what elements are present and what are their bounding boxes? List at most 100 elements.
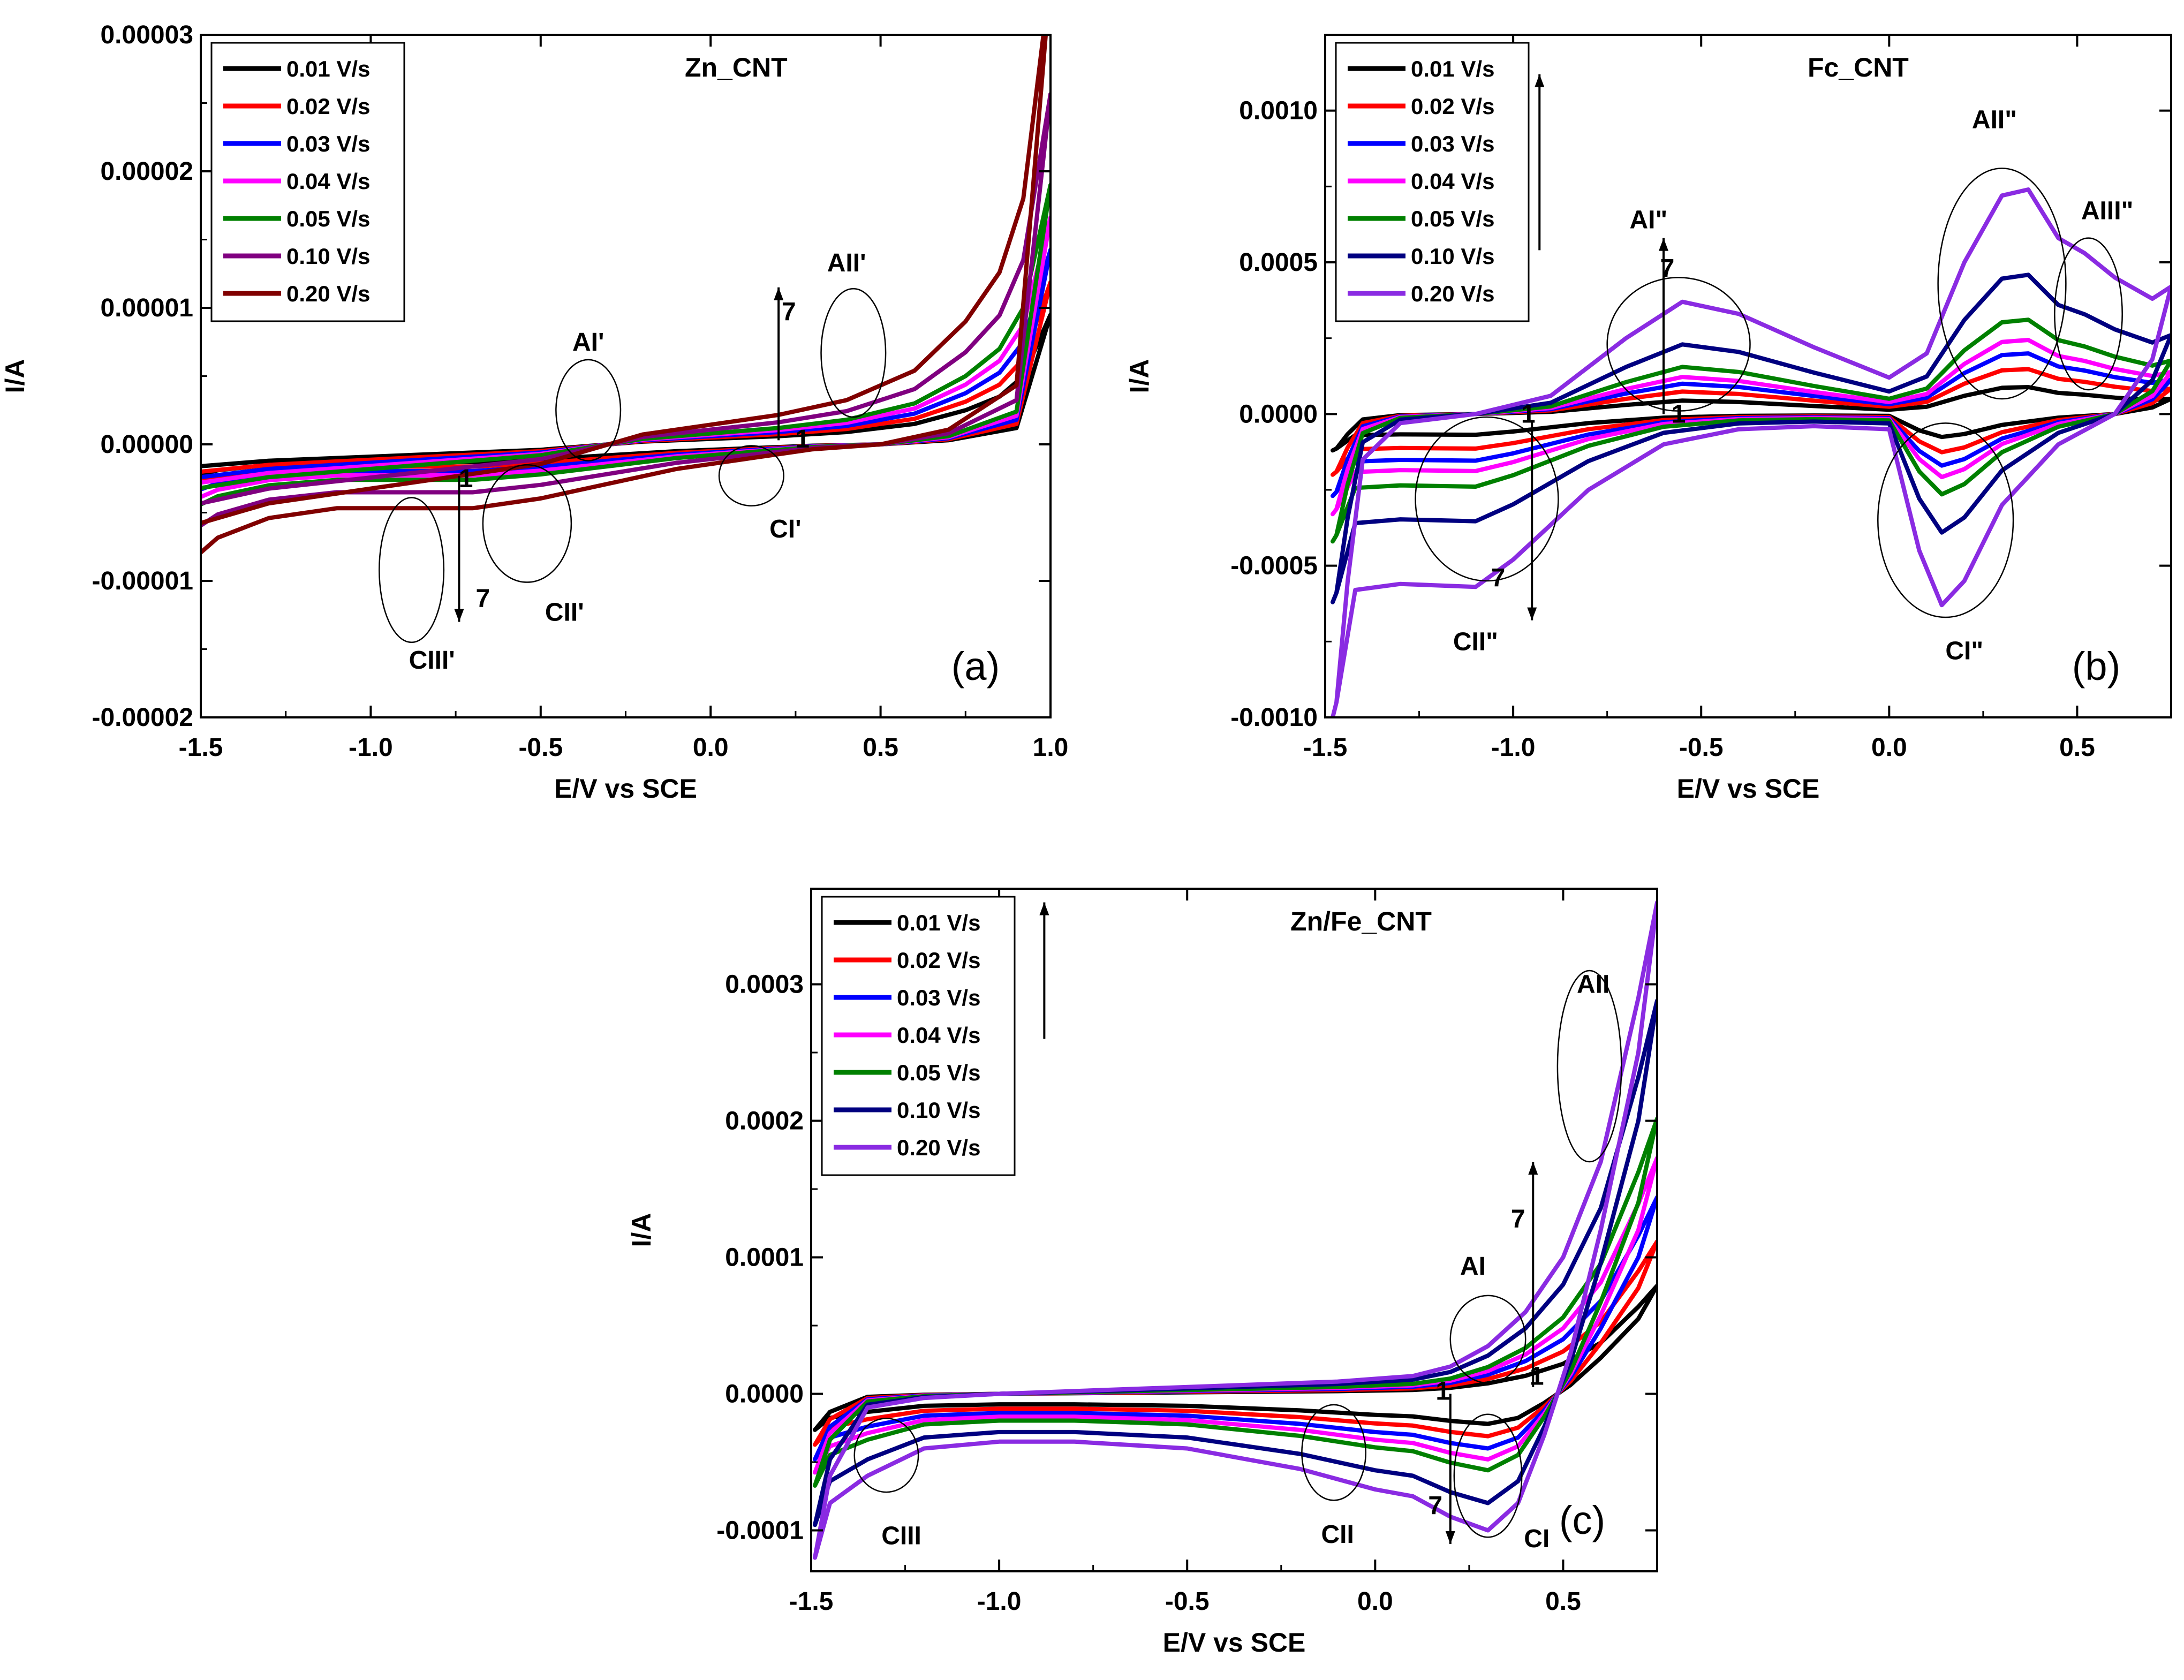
peak-ellipse xyxy=(1449,1295,1526,1384)
x-axis-title: E/V vs SCE xyxy=(1163,1628,1306,1658)
legend-label: 0.20 V/s xyxy=(897,1135,980,1160)
y-tick-label: -0.00002 xyxy=(92,703,194,732)
y-axis-title: I/A xyxy=(0,359,30,393)
legend-label: 0.05 V/s xyxy=(286,206,370,231)
peak-annotation: CII" xyxy=(1453,627,1498,656)
peak-ellipse xyxy=(482,464,572,583)
peak-ellipse xyxy=(1937,168,2067,400)
series-line-001 xyxy=(201,312,1051,477)
legend-label: 0.10 V/s xyxy=(897,1098,980,1123)
y-tick-label: 0.0001 xyxy=(725,1244,804,1272)
x-tick-label: 0.0 xyxy=(693,733,729,762)
legend: 0.01 V/s 0.02 V/s 0.03 V/s 0.04 V/s 0.05 V/s… xyxy=(210,42,405,322)
y-tick-label: -0.0005 xyxy=(1230,552,1318,580)
panel-a-chart: -1.5 -1.0 -0.5 0.0 0.5 1.0 -0.00002 -0.00001 0.0… xyxy=(0,21,1069,804)
x-tick-label: -1.5 xyxy=(789,1587,834,1616)
legend: 0.01 V/s 0.02 V/s 0.03 V/s 0.04 V/s 0.05 V/s… xyxy=(1335,42,1530,322)
peak-annotation: CI xyxy=(1524,1525,1550,1553)
peak-ellipse xyxy=(718,445,784,507)
panel-c-chart: -1.5 -1.0 -0.5 0.0 0.5 -0.0001 0.0000 0.0001 0.0… xyxy=(626,888,1658,1658)
y-tick-label: 0.0003 xyxy=(725,971,804,999)
y-tick-label: 0.0010 xyxy=(1239,97,1318,125)
series-line-001 xyxy=(1331,385,2171,453)
legend-label: 0.20 V/s xyxy=(1411,281,1494,306)
peak-annotation: 1 xyxy=(1435,1377,1450,1405)
peak-annotation: AII" xyxy=(1972,106,2017,134)
peak-annotation: CI" xyxy=(1945,637,1983,665)
plot-frame xyxy=(810,888,1658,1572)
x-tick-label: -0.5 xyxy=(1165,1587,1210,1616)
peak-annotation: 1 xyxy=(1672,400,1686,428)
series-line-010 xyxy=(201,92,1051,528)
series-line-020 xyxy=(1331,187,2171,717)
series-group xyxy=(201,35,1051,555)
legend-label: 0.20 V/s xyxy=(286,281,370,306)
x-tick-label: 0.5 xyxy=(1545,1587,1581,1616)
peak-annotation: AIII" xyxy=(2081,197,2133,225)
peak-annotation: 7 xyxy=(782,298,796,327)
x-tick-label: -1.5 xyxy=(1303,733,1348,762)
legend-label: 0.10 V/s xyxy=(1411,244,1494,269)
legend-label: 0.04 V/s xyxy=(897,1023,980,1048)
legend-label: 0.04 V/s xyxy=(286,169,370,194)
legend: 0.01 V/s 0.02 V/s 0.03 V/s 0.04 V/s 0.05 V/s… xyxy=(821,896,1016,1176)
x-tick-label: 1.0 xyxy=(1033,733,1069,762)
arrow-head xyxy=(774,287,784,300)
legend-label: 0.02 V/s xyxy=(286,94,370,119)
y-axis-title: I/A xyxy=(1124,359,1154,393)
legend-label: 0.03 V/s xyxy=(286,131,370,156)
series-group xyxy=(813,900,1657,1560)
peak-ellipse xyxy=(1301,1404,1367,1501)
y-tick-label: -0.00001 xyxy=(92,567,194,595)
series-line-010 xyxy=(1331,273,2171,604)
arrow-head xyxy=(1039,902,1049,915)
x-tick-label: -0.5 xyxy=(518,733,563,762)
y-tick-label: 0.0000 xyxy=(725,1380,804,1409)
peak-ellipse xyxy=(820,288,887,418)
chart-title: Fc_CNT xyxy=(1808,52,1909,82)
legend-label: 0.02 V/s xyxy=(1411,94,1494,119)
legend-label: 0.05 V/s xyxy=(897,1060,980,1085)
peak-annotation: AI' xyxy=(572,328,604,357)
x-tick-label: -1.0 xyxy=(349,733,393,762)
legend-label: 0.01 V/s xyxy=(897,910,980,935)
chart-title: Zn_CNT xyxy=(685,52,788,82)
y-tick-label: 0.00002 xyxy=(100,157,193,186)
peak-annotation: AI xyxy=(1460,1252,1486,1281)
peak-ellipse xyxy=(2054,237,2123,391)
peak-annotation: AII xyxy=(1577,971,1609,999)
arrow-head xyxy=(1659,238,1668,251)
plot-frame xyxy=(1324,34,2172,718)
x-axis-title: E/V vs SCE xyxy=(554,774,697,804)
peak-ellipse xyxy=(1453,1413,1523,1538)
arrow-head xyxy=(454,609,464,622)
peak-annotation: 7 xyxy=(476,585,490,613)
legend-label: 0.01 V/s xyxy=(286,56,370,81)
x-tick-label: -0.5 xyxy=(1679,733,1724,762)
peak-ellipse xyxy=(1877,422,2014,618)
peak-annotation: 7 xyxy=(1428,1492,1442,1520)
peak-annotation: CI' xyxy=(769,515,801,543)
peak-ellipse xyxy=(1606,277,1751,412)
peak-annotation: AII' xyxy=(827,249,866,277)
peak-annotation: CII' xyxy=(545,599,584,627)
y-tick-label: 0.00000 xyxy=(100,430,193,459)
panel-label: (a) xyxy=(951,644,1000,688)
legend-label: 0.04 V/s xyxy=(1411,169,1494,194)
y-tick-label: 0.00001 xyxy=(100,294,193,322)
peak-annotation: CIII' xyxy=(409,646,455,675)
peak-ellipse xyxy=(555,359,622,461)
arrow-head xyxy=(1527,607,1537,620)
legend-label: 0.05 V/s xyxy=(1411,206,1494,231)
series-line-020 xyxy=(813,900,1657,1560)
y-tick-label: 0.00003 xyxy=(100,21,193,49)
peak-annotation: 7 xyxy=(1511,1205,1525,1233)
panel-b-chart: -1.5 -1.0 -0.5 0.0 0.5 -0.0010 -0.0005 0.0000 0.… xyxy=(1124,34,2172,804)
legend-label: 0.02 V/s xyxy=(897,948,980,973)
x-tick-label: 0.0 xyxy=(1871,733,1907,762)
arrow-head xyxy=(1528,1162,1538,1175)
peak-ellipse xyxy=(379,497,445,643)
x-tick-label: -1.5 xyxy=(179,733,223,762)
x-tick-label: 0.5 xyxy=(863,733,898,762)
legend-label: 0.10 V/s xyxy=(286,244,370,269)
